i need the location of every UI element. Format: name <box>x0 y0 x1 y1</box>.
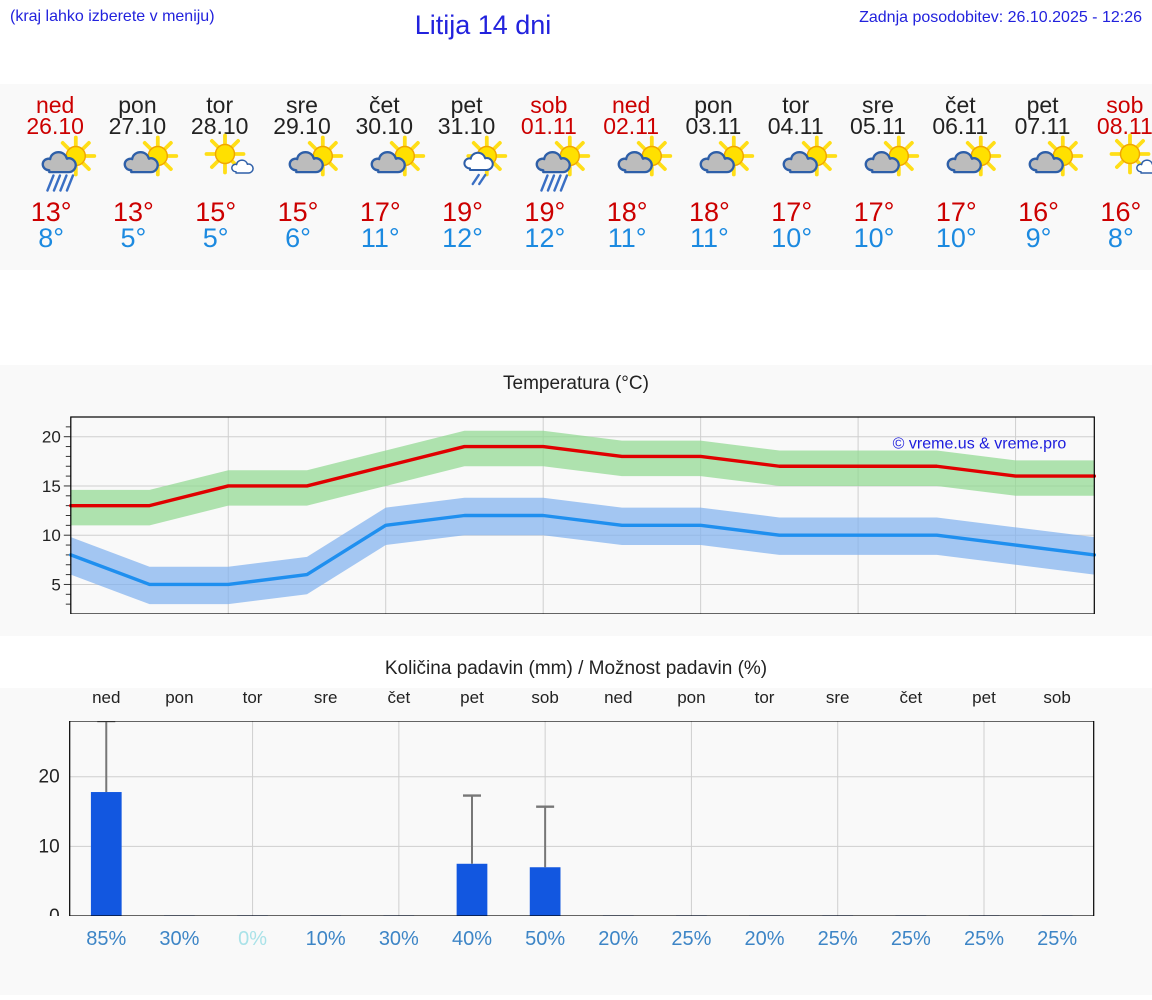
svg-text:5: 5 <box>51 575 60 594</box>
svg-text:© vreme.us & vreme.pro: © vreme.us & vreme.pro <box>893 435 1067 452</box>
svg-text:0: 0 <box>49 906 60 916</box>
svg-text:10: 10 <box>42 526 61 545</box>
svg-text:20: 20 <box>42 428 61 447</box>
svg-text:20: 20 <box>39 767 60 788</box>
svg-text:15: 15 <box>42 477 61 496</box>
svg-text:10: 10 <box>39 836 60 857</box>
